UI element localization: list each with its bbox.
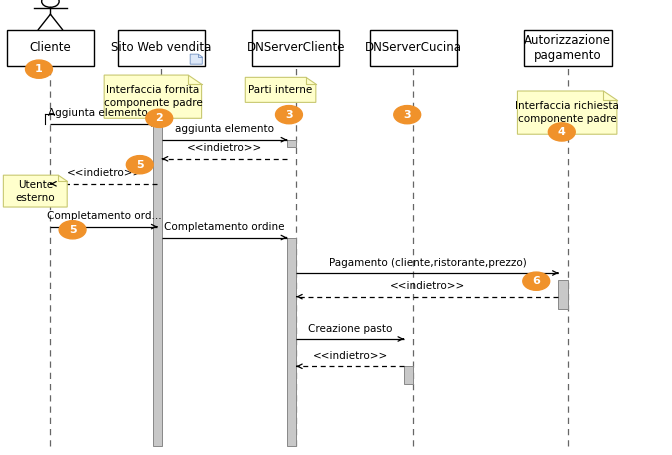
Text: Sito Web vendita: Sito Web vendita: [111, 41, 212, 54]
Bar: [252, 30, 339, 66]
Polygon shape: [190, 54, 202, 64]
Text: <<indietro>>: <<indietro>>: [312, 351, 388, 361]
Bar: [558, 280, 568, 309]
Text: Aggiunta elemento ...: Aggiunta elemento ...: [48, 108, 161, 118]
Text: <<indietro>>: <<indietro>>: [187, 143, 262, 153]
Text: 6: 6: [532, 276, 540, 286]
Bar: [524, 30, 612, 66]
Text: Pagamento (cliente,ristorante,prezzo): Pagamento (cliente,ristorante,prezzo): [329, 258, 526, 268]
Text: 2: 2: [155, 113, 163, 123]
Text: Creazione pasto: Creazione pasto: [308, 324, 392, 334]
Text: <<indietro>>: <<indietro>>: [390, 281, 465, 291]
Polygon shape: [104, 75, 202, 118]
Text: DNServerCucina: DNServerCucina: [365, 41, 462, 54]
Text: 5: 5: [136, 160, 144, 170]
Bar: [7, 30, 94, 66]
Text: Completamento ord...: Completamento ord...: [47, 211, 161, 221]
Polygon shape: [517, 91, 617, 134]
Text: Interfaccia fornita
componente padre: Interfaccia fornita componente padre: [103, 85, 202, 108]
Circle shape: [59, 221, 86, 239]
Bar: [404, 366, 413, 384]
Text: Cliente: Cliente: [30, 41, 71, 54]
Text: 5: 5: [69, 225, 77, 235]
Text: Interfaccia richiesta
componente padre: Interfaccia richiesta componente padre: [515, 101, 619, 124]
Text: <<indietro>>: <<indietro>>: [67, 168, 142, 178]
Text: 4: 4: [558, 127, 566, 137]
Bar: [287, 140, 296, 147]
Text: Utente
esterno: Utente esterno: [15, 180, 55, 202]
Text: aggiunta elemento: aggiunta elemento: [175, 124, 274, 134]
Circle shape: [126, 156, 153, 174]
Polygon shape: [245, 77, 316, 102]
Bar: [153, 121, 162, 446]
Text: 3: 3: [285, 110, 293, 120]
Bar: [370, 30, 457, 66]
Text: 3: 3: [403, 110, 411, 120]
Circle shape: [26, 60, 52, 78]
Polygon shape: [3, 175, 67, 207]
Circle shape: [276, 106, 302, 124]
Text: Autorizzazione
pagamento: Autorizzazione pagamento: [524, 34, 612, 62]
Text: Completamento ordine: Completamento ordine: [164, 222, 285, 232]
Circle shape: [548, 123, 575, 141]
Bar: [287, 238, 296, 446]
Text: Parti interne: Parti interne: [249, 85, 312, 95]
Circle shape: [523, 272, 550, 290]
Circle shape: [394, 106, 421, 124]
Circle shape: [146, 109, 173, 127]
Text: 1: 1: [35, 64, 43, 74]
Text: DNServerCliente: DNServerCliente: [247, 41, 345, 54]
Bar: [118, 30, 205, 66]
